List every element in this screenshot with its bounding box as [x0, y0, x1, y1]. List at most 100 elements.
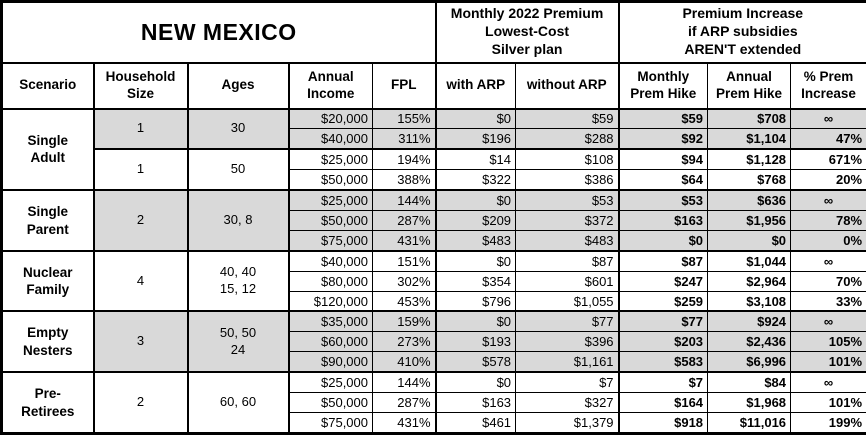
monthly-hike-cell: $53 — [617, 189, 709, 212]
without-arp-cell: $7 — [515, 371, 620, 394]
income-cell: $50,000 — [287, 392, 373, 413]
without-arp-cell: $288 — [515, 128, 620, 150]
table-body: Single Adult 1 30 $20,000 155% $0 $59 $59 $708 ∞ $… — [1, 107, 866, 435]
with-arp-cell: $196 — [434, 128, 517, 150]
with-arp-cell: $163 — [434, 392, 517, 413]
fpl-cell: 159% — [371, 310, 437, 333]
income-cell: $80,000 — [287, 270, 373, 292]
annual-hike-cell: $0 — [707, 229, 792, 252]
with-arp-cell: $193 — [434, 331, 517, 353]
without-arp-cell: $386 — [515, 169, 620, 191]
col-header-ages: Ages — [186, 61, 289, 110]
annual-hike-cell: $1,128 — [707, 148, 792, 171]
table-row: Empty Nesters 3 50, 50 24 $35,000 159% $0 $77 $… — [1, 310, 866, 373]
with-arp-cell: $0 — [434, 107, 517, 130]
premium-section-header: Monthly 2022 Premium Lowest-Cost Silver … — [434, 1, 620, 63]
household-size-cell: 4 — [92, 249, 188, 312]
income-cell: $40,000 — [287, 249, 373, 272]
table-title: NEW MEXICO — [0, 1, 437, 63]
pct-increase-cell: 78% — [790, 210, 866, 231]
monthly-hike-cell: $203 — [617, 331, 709, 353]
without-arp-cell: $1,055 — [515, 290, 620, 312]
table-row: $75,000 431% $461 $1,379 $918 $11,016 199% — [2, 411, 866, 435]
with-arp-cell: $483 — [434, 229, 517, 252]
income-cell: $50,000 — [287, 169, 373, 191]
without-arp-cell: $396 — [515, 331, 620, 353]
fpl-cell: 453% — [371, 290, 437, 312]
without-arp-cell: $1,161 — [515, 351, 620, 373]
fpl-cell: 410% — [371, 351, 437, 373]
annual-hike-cell: $6,996 — [707, 351, 792, 373]
with-arp-cell: $796 — [434, 290, 517, 312]
fpl-cell: 273% — [371, 331, 437, 353]
col-header-fpl: FPL — [371, 61, 437, 110]
annual-hike-cell: $636 — [707, 189, 792, 212]
col-header-annual-prem-hike: Annual Prem Hike — [707, 61, 792, 110]
without-arp-cell: $59 — [515, 107, 620, 130]
without-arp-cell: $53 — [515, 189, 620, 212]
with-arp-cell: $461 — [434, 411, 517, 435]
monthly-hike-cell: $87 — [617, 249, 709, 272]
pct-increase-cell: 101% — [790, 351, 866, 373]
monthly-hike-cell: $59 — [617, 107, 709, 130]
annual-hike-cell: $924 — [707, 310, 792, 333]
annual-hike-cell: $2,436 — [707, 331, 792, 353]
income-cell: $25,000 — [287, 189, 373, 212]
annual-hike-cell: $11,016 — [707, 411, 792, 435]
with-arp-cell: $354 — [434, 270, 517, 292]
monthly-hike-cell: $163 — [617, 210, 709, 231]
pct-increase-cell: 70% — [790, 270, 866, 292]
monthly-hike-cell: $583 — [617, 351, 709, 373]
income-cell: $75,000 — [287, 229, 373, 252]
monthly-hike-cell: $247 — [617, 270, 709, 292]
fpl-cell: 151% — [371, 249, 437, 272]
scenario-cell: Single Adult — [1, 108, 94, 191]
col-header-monthly-prem-hike: Monthly Prem Hike — [617, 61, 709, 110]
col-header-without-arp: without ARP — [515, 61, 620, 110]
with-arp-cell: $0 — [434, 310, 517, 333]
monthly-hike-cell: $164 — [617, 392, 709, 413]
monthly-hike-cell: $77 — [617, 310, 709, 333]
table-row: $90,000 410% $578 $1,161 $583 $6,996 101% — [2, 351, 866, 373]
annual-hike-cell: $84 — [707, 371, 792, 394]
scenario-cell: Nuclear Family — [1, 249, 94, 312]
household-size-cell: 1 — [92, 108, 188, 150]
pct-increase-cell: 101% — [790, 392, 866, 413]
monthly-hike-cell: $918 — [617, 411, 709, 435]
col-header-scenario: Scenario — [1, 61, 94, 110]
without-arp-cell: $108 — [515, 148, 620, 171]
fpl-cell: 155% — [371, 107, 437, 130]
scenario-cell: Empty Nesters — [1, 310, 94, 373]
with-arp-cell: $578 — [434, 351, 517, 373]
table-row: $50,000 287% $209 $372 $163 $1,956 78% — [2, 210, 866, 231]
pct-increase-cell: 199% — [790, 411, 866, 435]
table-row: 1 50 $25,000 194% $14 $108 $94 $1,128 671% — [2, 148, 866, 191]
income-cell: $25,000 — [287, 148, 373, 171]
with-arp-cell: $0 — [434, 371, 517, 394]
pct-increase-cell: ∞ — [790, 249, 866, 272]
annual-hike-cell: $708 — [707, 107, 792, 130]
scenario-cell: Pre- Retirees — [1, 371, 94, 435]
col-header-pct-prem-increase: % Prem Increase — [790, 61, 866, 110]
col-header-household-size: Household Size — [92, 61, 188, 110]
with-arp-cell: $14 — [434, 148, 517, 171]
without-arp-cell: $327 — [515, 392, 620, 413]
income-cell: $75,000 — [287, 411, 373, 435]
with-arp-cell: $322 — [434, 169, 517, 191]
ages-cell: 30, 8 — [186, 189, 289, 252]
table-row: Single Parent 2 30, 8 $25,000 144% $0 $53 $53 $6… — [1, 189, 866, 252]
table-row: $75,000 431% $483 $483 $0 $0 0% — [2, 229, 866, 252]
without-arp-cell: $1,379 — [515, 411, 620, 435]
income-cell: $120,000 — [287, 290, 373, 312]
monthly-hike-cell: $64 — [617, 169, 709, 191]
fpl-cell: 287% — [371, 210, 437, 231]
without-arp-cell: $87 — [515, 249, 620, 272]
with-arp-cell: $0 — [434, 249, 517, 272]
without-arp-cell: $601 — [515, 270, 620, 292]
with-arp-cell: $209 — [434, 210, 517, 231]
table-row: $50,000 287% $163 $327 $164 $1,968 101% — [2, 392, 866, 413]
ages-cell: 50, 50 24 — [186, 310, 289, 373]
increase-section-header: Premium Increase if ARP subsidies AREN'T… — [617, 1, 866, 63]
table-row: $50,000 388% $322 $386 $64 $768 20% — [2, 169, 866, 191]
